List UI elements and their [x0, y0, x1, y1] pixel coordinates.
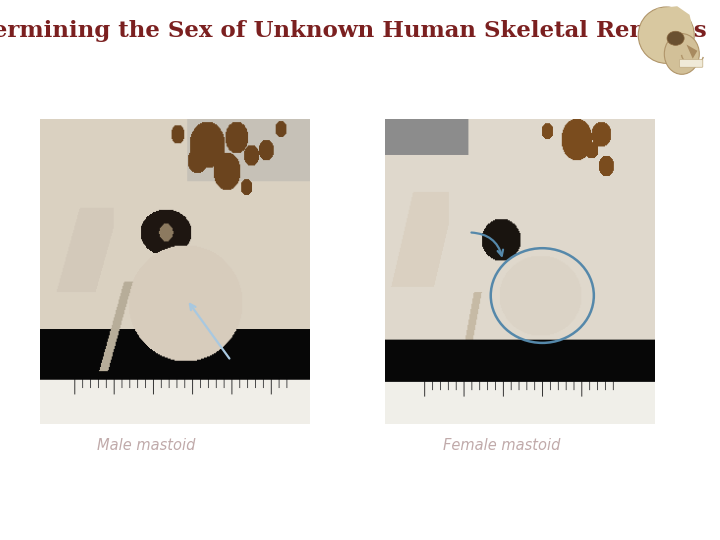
- Ellipse shape: [667, 31, 684, 45]
- Text: Female mastoid: Female mastoid: [443, 438, 560, 453]
- Ellipse shape: [665, 33, 699, 75]
- Ellipse shape: [638, 7, 694, 63]
- FancyBboxPatch shape: [680, 59, 703, 68]
- Polygon shape: [686, 44, 698, 59]
- Text: Determining the Sex of Unknown Human Skeletal Remains: Determining the Sex of Unknown Human Ske…: [0, 20, 707, 42]
- Polygon shape: [647, 6, 693, 29]
- Text: Male mastoid: Male mastoid: [97, 438, 196, 453]
